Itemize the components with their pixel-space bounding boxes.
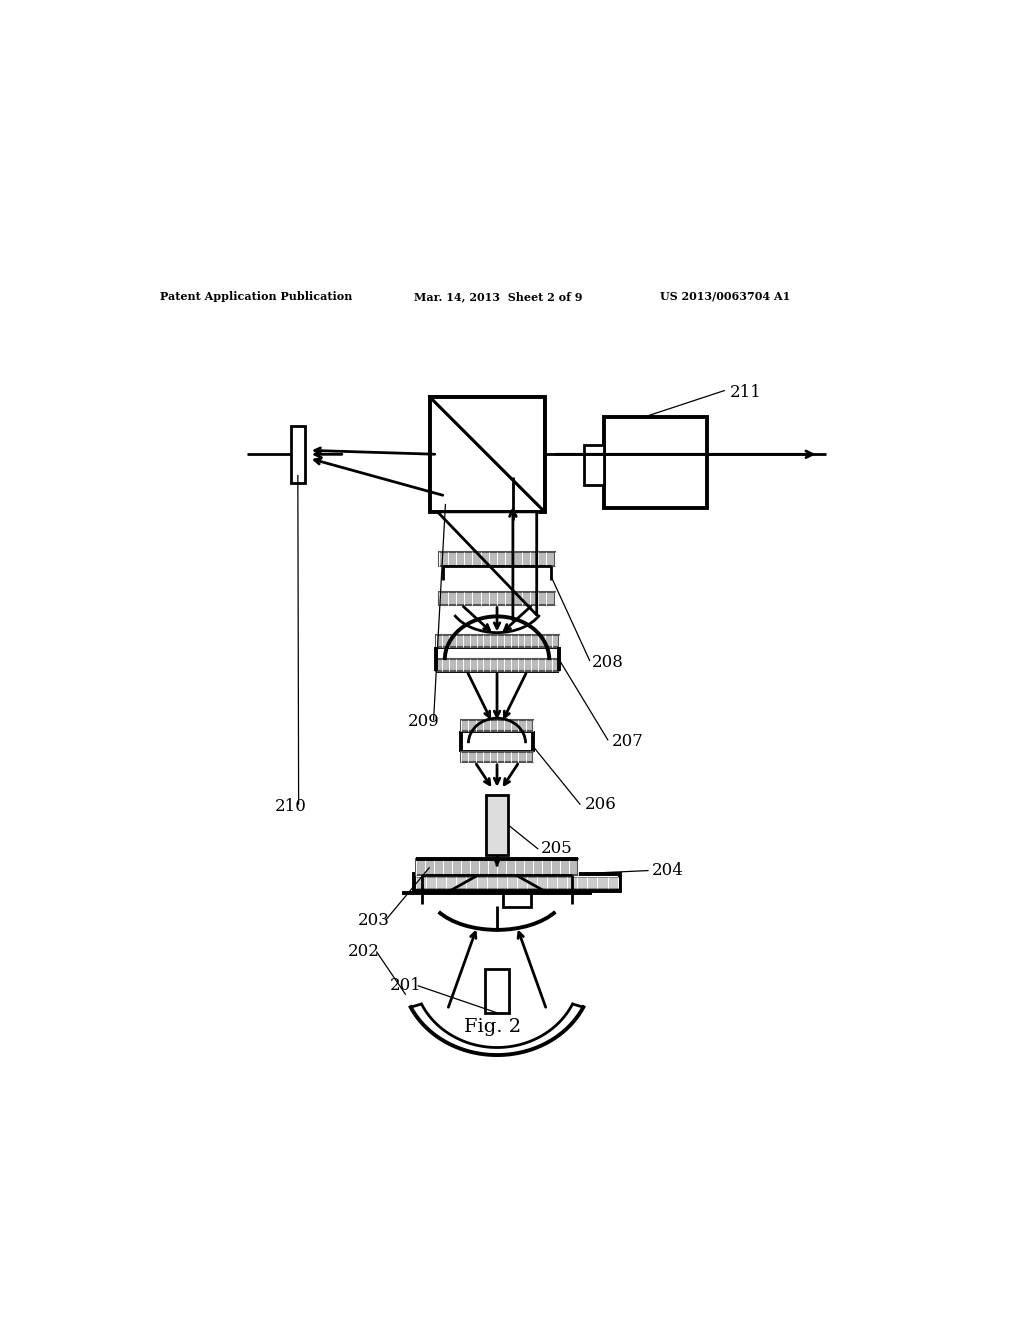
- Text: 210: 210: [274, 799, 307, 814]
- Text: 209: 209: [409, 713, 440, 730]
- Bar: [604, 417, 708, 508]
- Text: 204: 204: [652, 862, 684, 879]
- Polygon shape: [430, 397, 545, 512]
- Bar: [435, 635, 558, 647]
- Text: Mar. 14, 2013  Sheet 2 of 9: Mar. 14, 2013 Sheet 2 of 9: [414, 290, 583, 302]
- Bar: [503, 891, 530, 907]
- Bar: [462, 721, 532, 731]
- Bar: [462, 751, 532, 762]
- Text: 201: 201: [390, 977, 422, 994]
- Text: 202: 202: [348, 944, 380, 960]
- Bar: [416, 876, 617, 888]
- Text: 207: 207: [612, 733, 644, 750]
- Text: 208: 208: [592, 653, 625, 671]
- Bar: [414, 874, 620, 891]
- Text: 206: 206: [585, 796, 616, 813]
- Bar: [486, 795, 508, 854]
- Text: Patent Application Publication: Patent Application Publication: [160, 290, 352, 302]
- Text: Fig. 2: Fig. 2: [465, 1018, 521, 1036]
- Text: 205: 205: [541, 840, 572, 857]
- Bar: [439, 591, 555, 605]
- Bar: [430, 397, 545, 512]
- Text: US 2013/0063704 A1: US 2013/0063704 A1: [659, 290, 790, 302]
- Bar: [439, 552, 555, 566]
- Bar: [291, 426, 305, 483]
- Bar: [435, 659, 558, 671]
- Bar: [416, 859, 579, 875]
- Bar: [485, 969, 509, 1012]
- Bar: [585, 445, 604, 484]
- Text: 211: 211: [729, 384, 762, 401]
- Text: 203: 203: [358, 912, 390, 928]
- Polygon shape: [437, 512, 537, 615]
